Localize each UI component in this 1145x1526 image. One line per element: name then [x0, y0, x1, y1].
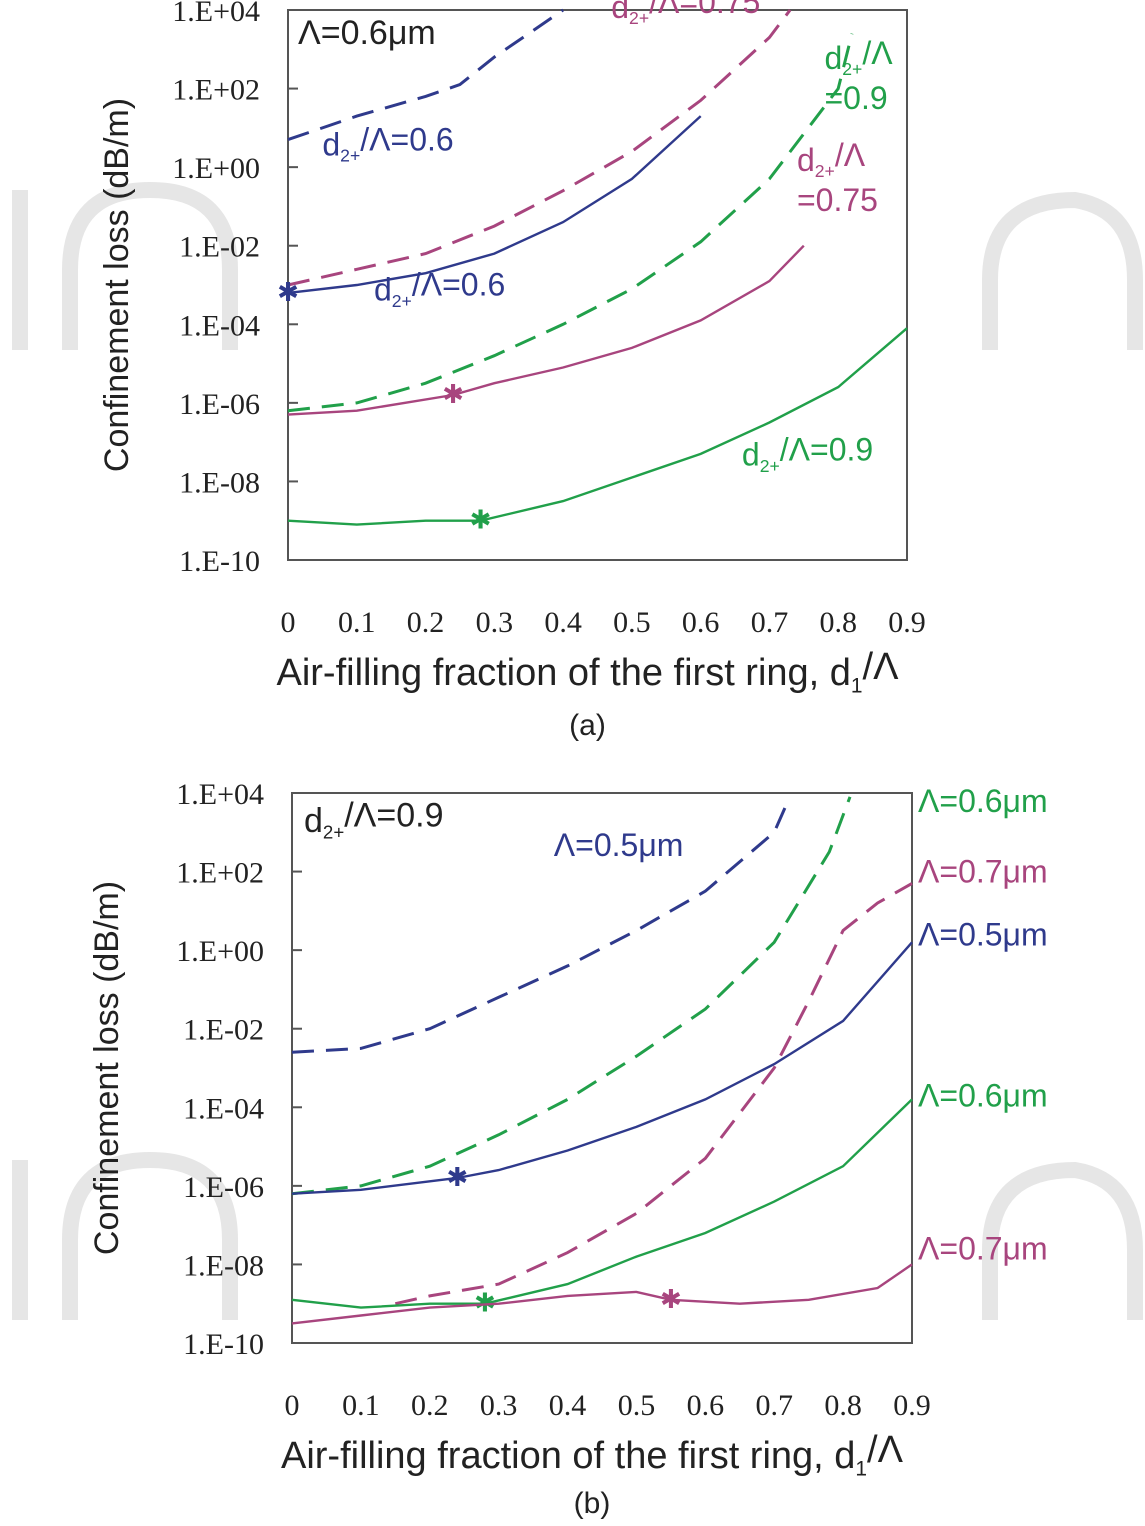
series-end-label: Λ=0.5μm [918, 916, 1048, 952]
solid-series-line [291, 941, 913, 1195]
y-axis-label: Confinement loss (dB/m) [88, 881, 126, 1255]
x-tick-label: 0.3 [476, 606, 514, 639]
x-tick-label: 0.7 [755, 1389, 793, 1422]
star-marker: ✱ [470, 506, 492, 536]
x-axis-label: Air-filling fraction of the first ring, … [276, 646, 899, 697]
x-tick-label: 0.5 [618, 1389, 656, 1422]
x-axis-ticks: 0 0.1 0.2 0.3 0.4 0.5 0.6 0.7 0.8 0.9 [281, 606, 926, 639]
star-marker: ✱ [660, 1285, 682, 1315]
y-tick-label: 1.E-06 [183, 1171, 264, 1204]
x-tick-label: 0.4 [549, 1389, 587, 1422]
series-group: ✱✱✱ [291, 796, 913, 1325]
x-axis-label: Air-filling fraction of the first ring, … [281, 1429, 904, 1480]
series-end-label: Λ=0.7μm [918, 1231, 1048, 1267]
dashed-series-line [287, 33, 854, 413]
y-axis-ticks: 1.E+04 1.E+02 1.E+00 1.E-02 1.E-04 1.E-06 1.E-… [176, 778, 302, 1361]
curve-annotation: Λ=0.5μm [554, 827, 684, 863]
curve-annotation: d2+/Λ [797, 137, 866, 181]
solid-series-line [287, 244, 805, 416]
x-tick-label: 0.8 [819, 606, 857, 639]
x-tick-label: 0.4 [544, 606, 582, 639]
y-tick-label: 1.E+00 [172, 152, 260, 185]
series-end-label: Λ=0.6μm [918, 1078, 1048, 1114]
x-tick-label: 0.6 [687, 1389, 725, 1422]
panel-label: (a) [569, 709, 606, 742]
curve-annotation: d2+/Λ=0.6 [322, 121, 453, 165]
x-tick-label: 0.2 [407, 606, 445, 639]
y-tick-label: 1.E-10 [183, 1328, 264, 1361]
x-tick-label: 0.6 [682, 606, 720, 639]
series-group: ✱ ✱ ✱ [277, 8, 908, 536]
x-tick-label: 0.8 [824, 1389, 862, 1422]
x-tick-label: 0 [281, 606, 296, 639]
dashed-series-line [394, 882, 913, 1306]
panel-b: 1.E+04 1.E+02 1.E+00 1.E-02 1.E-04 1.E-06 1.E-… [88, 778, 1048, 1520]
x-tick-label: 0.9 [893, 1389, 931, 1422]
x-tick-label: 0.2 [411, 1389, 449, 1422]
y-tick-label: 1.E+02 [172, 74, 260, 107]
x-tick-label: 0.1 [338, 606, 376, 639]
y-tick-label: 1.E-02 [179, 231, 260, 264]
y-tick-label: 1.E+04 [176, 778, 264, 811]
x-tick-label: 0.9 [888, 606, 926, 639]
star-marker: ✱ [277, 278, 299, 308]
solid-series-line [291, 1263, 913, 1325]
annotation-group: d2+/Λ=0.75d2+/Λ=0.9d2+/Λ=0.6d2+/Λ=0.75d2… [322, 0, 893, 476]
y-tick-label: 1.E-10 [179, 545, 260, 578]
y-axis-label: Confinement loss (dB/m) [98, 98, 136, 472]
solid-series-line [287, 327, 908, 526]
dashed-series-line [291, 796, 852, 1196]
x-tick-label: 0.7 [751, 606, 789, 639]
solid-series-line [287, 115, 702, 295]
x-tick-label: 0.3 [480, 1389, 518, 1422]
x-axis-ticks: 0 0.1 0.2 0.3 0.4 0.5 0.6 0.7 0.8 0.9 [285, 1389, 931, 1422]
curve-annotation: =0.75 [797, 182, 878, 218]
star-marker: ✱ [446, 1163, 468, 1193]
panel-label: (b) [574, 1487, 611, 1520]
y-tick-label: 1.E-06 [179, 388, 260, 421]
x-tick-label: 0.1 [342, 1389, 380, 1422]
dashed-series-line [287, 9, 792, 287]
series-end-label: Λ=0.6μm [918, 783, 1048, 819]
dashed-series-line [291, 800, 790, 1054]
curve-annotation: d2+/Λ=0.9 [742, 432, 873, 476]
y-tick-label: 1.E+04 [172, 0, 260, 28]
star-marker: ✱ [442, 380, 464, 410]
plot-frame [291, 792, 913, 1344]
dashed-series-line [287, 8, 564, 142]
x-tick-label: 0.5 [613, 606, 651, 639]
curve-annotation: d2+/Λ [824, 35, 893, 79]
y-tick-label: 1.E+02 [176, 857, 264, 890]
panel-a: 1.E+04 1.E+02 1.E+00 1.E-02 1.E-04 1.E-06 1.E-… [98, 0, 926, 742]
y-axis-ticks: 1.E+04 1.E+02 1.E+00 1.E-02 1.E-04 1.E-06 1.E-… [172, 0, 298, 578]
x-tick-label: 0 [285, 1389, 300, 1422]
y-tick-label: 1.E-02 [183, 1014, 264, 1047]
y-tick-label: 1.E-08 [183, 1249, 264, 1282]
corner-label: d2+/Λ=0.9 [304, 797, 444, 843]
curve-annotation: d2+/Λ=0.6 [374, 267, 505, 311]
y-tick-label: 1.E+00 [176, 935, 264, 968]
curve-annotation: d2+/Λ=0.75 [611, 0, 760, 28]
y-tick-label: 1.E-04 [183, 1092, 264, 1125]
y-tick-label: 1.E-04 [179, 309, 260, 342]
curve-annotation: =0.9 [824, 80, 887, 116]
right-label-group: Λ=0.6μm Λ=0.7μm Λ=0.5μm Λ=0.6μm Λ=0.7μm [918, 783, 1048, 1267]
annotation-group: Λ=0.5μm [554, 827, 684, 863]
solid-series-line [291, 1098, 913, 1309]
series-end-label: Λ=0.7μm [918, 854, 1048, 890]
y-tick-label: 1.E-08 [179, 466, 260, 499]
corner-label: Λ=0.6μm [298, 14, 436, 52]
watermark-graphic [12, 181, 1143, 1320]
